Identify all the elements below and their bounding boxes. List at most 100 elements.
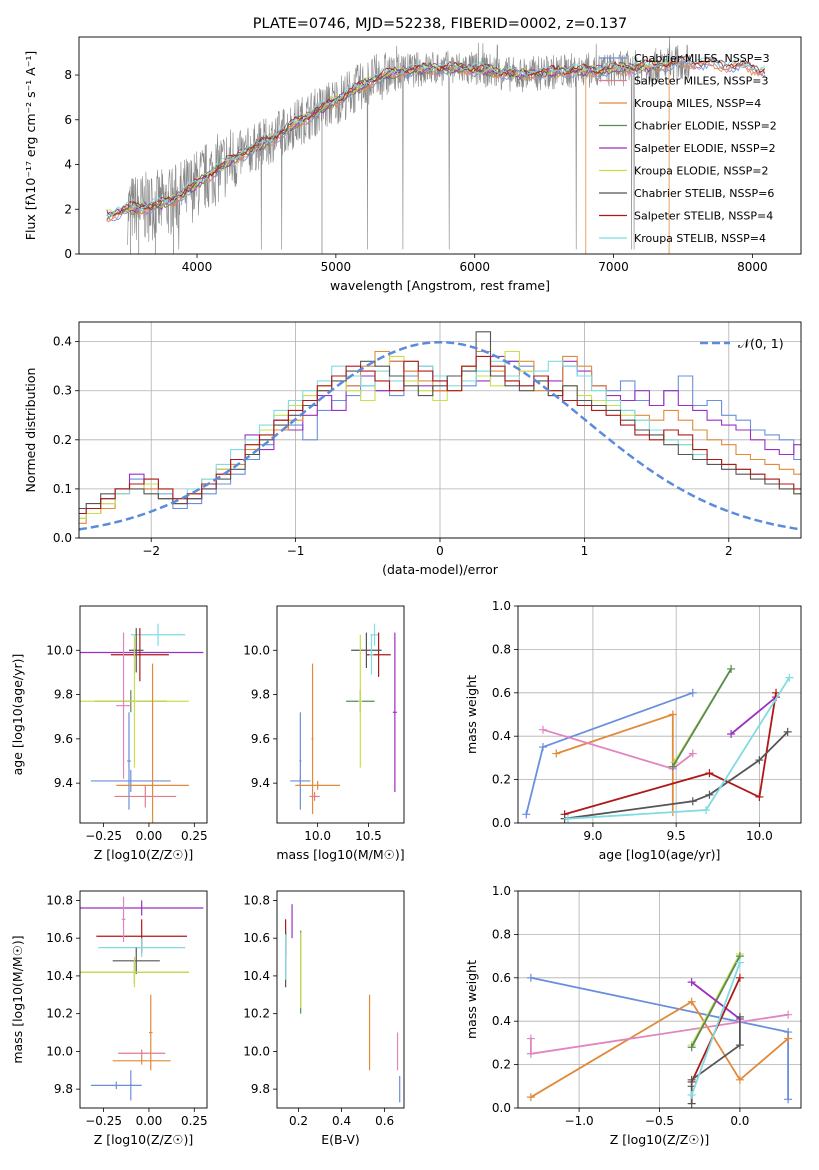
legend-label: Chabrier ELODIE, NSSP=2: [634, 120, 777, 133]
plus-marker: [705, 769, 714, 778]
errorbar-point: [299, 712, 302, 810]
model-kroupa_stelib: [106, 53, 766, 218]
y-tick-label: 8: [64, 68, 72, 82]
y-axis-label: mass [log10(M/M☉)]: [10, 935, 25, 1063]
plot-frame: [79, 890, 208, 1109]
plus-marker: [785, 673, 794, 682]
plus-marker: [735, 973, 744, 982]
plot-frame: [517, 605, 802, 824]
plus-marker: [687, 1043, 696, 1052]
x-tick-label: 2: [725, 544, 733, 558]
legend-label: Salpeter ELODIE, NSSP=2: [634, 142, 776, 155]
errorbar-point: [116, 632, 131, 779]
errorbar-point: [98, 938, 186, 958]
y-tick-label: 0.8: [492, 642, 511, 656]
plus-marker: [688, 749, 697, 758]
y-tick-label: 0.2: [53, 433, 72, 447]
y-tick-label: 10.0: [243, 643, 270, 657]
x-tick-label: 9.0: [583, 829, 602, 843]
errorbar-point: [130, 623, 186, 646]
x-tick-label: 0: [436, 544, 444, 558]
errorbar-point: [110, 628, 169, 682]
plus-marker: [755, 792, 764, 801]
errorbar-point: [392, 632, 397, 792]
x-tick-label: 0.4: [332, 1114, 351, 1128]
x-axis-label: mass [log10(M/M☉)]: [276, 847, 404, 862]
y-tick-label: 4: [64, 158, 72, 172]
errorbar-point: [351, 632, 382, 668]
plus-marker: [784, 1010, 793, 1019]
plus-marker: [705, 790, 714, 799]
y-tick-label: 9.8: [54, 688, 73, 702]
plot-frame: [78, 36, 802, 255]
errorbar-point: [114, 785, 177, 808]
x-tick-label: 6000: [459, 260, 490, 274]
plot-frame: [517, 890, 802, 1109]
histogram-kroupa_stelib: [79, 360, 801, 515]
plus-marker: [526, 1034, 535, 1043]
errorbar-point: [358, 634, 363, 768]
x-tick-label: 0.00: [136, 1114, 163, 1128]
spectrum-lines: [106, 37, 766, 254]
errorbar-point: [311, 663, 314, 815]
plus-marker: [688, 797, 697, 806]
y-tick-label: 0.0: [492, 1101, 511, 1115]
x-tick-label: 1: [581, 544, 589, 558]
errorbar-point: [80, 900, 204, 916]
chart-title: PLATE=0746, MJD=52238, FIBERID=0002, z=0…: [253, 16, 627, 32]
y-tick-label: 10.6: [243, 931, 270, 945]
y-tick-label: 0.2: [492, 1058, 511, 1072]
errorbar-point: [127, 712, 131, 810]
legend-label: Salpeter STELIB, NSSP=4: [634, 210, 773, 223]
plus-marker: [784, 1034, 793, 1043]
plus-marker: [522, 810, 531, 819]
y-tick-label: 6: [64, 113, 72, 127]
errorbar-point: [309, 792, 320, 801]
x-tick-label: 8000: [737, 260, 768, 274]
plot-frame: [276, 890, 405, 1109]
x-axis-label: wavelength [Angstrom, rest frame]: [330, 278, 550, 293]
y-tick-label: 0.6: [492, 686, 511, 700]
y-tick-label: 9.4: [251, 776, 270, 790]
errorbar-point: [148, 994, 153, 1071]
panel-4: 9.0 9.5 10.0 0.0 0.2 0.4 0.6 0.8 1.0 age [log10(a…: [464, 599, 802, 862]
x-tick-label: −1: [287, 544, 305, 558]
x-tick-label: −0.25: [85, 829, 122, 843]
x-tick-label: 0.25: [181, 1114, 208, 1128]
x-tick-label: 0.6: [375, 1114, 394, 1128]
errorbars: [290, 623, 397, 815]
plus-marker: [563, 814, 572, 823]
x-axis-label: Z [log10(Z/Z☉)]: [610, 1132, 710, 1147]
legend-label: Chabrier STELIB, NSSP=6: [634, 187, 774, 200]
y-tick-label: 0.4: [53, 335, 72, 349]
x-tick-label: 4000: [182, 260, 213, 274]
y-axis-label: Normed distribution: [23, 368, 38, 493]
panel-5: −0.25 0.00 0.25 9.8 10.0 10.2 10.4 10.6 10.8 Z [l…: [10, 890, 208, 1147]
y-tick-label: 0.0: [53, 531, 72, 545]
plus-marker: [784, 1095, 793, 1104]
x-tick-label: 10.0: [304, 829, 331, 843]
panel-0: 4000 5000 6000 7000 8000 0 2 4 6 8 wavelength [Ang…: [23, 16, 802, 293]
y-tick-label: 1.0: [492, 599, 511, 613]
x-tick-label: 0.00: [136, 829, 163, 843]
y-tick-label: 9.8: [251, 688, 270, 702]
plot-frame: [276, 605, 405, 824]
plus-marker: [735, 1075, 744, 1084]
errorbar-point: [290, 776, 311, 786]
y-axis-label: mass weight: [464, 675, 479, 754]
errorbars: [80, 896, 204, 1101]
y-tick-label: 9.6: [251, 732, 270, 746]
y-tick-label: 9.8: [251, 1082, 270, 1096]
y-tick-label: 9.6: [54, 732, 73, 746]
errorbar-point: [116, 663, 189, 823]
panel-2: −0.25 0.00 0.25 9.4 9.6 9.8 10.0 Z [log10(Z/Z☉)…: [10, 605, 208, 862]
y-tick-label: 10.2: [243, 1007, 270, 1021]
y-tick-label: 10.8: [46, 893, 73, 907]
errorbar-point: [90, 1081, 142, 1090]
x-tick-label: 0.2: [289, 1114, 308, 1128]
errorbar-point: [112, 947, 160, 975]
panel-1: −2 −1 0 1 2 0.0 0.1 0.2 0.3 0.4 (data-model)/error…: [23, 321, 802, 577]
weight-line-salpeter_stelib: [564, 692, 777, 816]
y-tick-label: 9.8: [54, 1082, 73, 1096]
x-axis-label: E(B-V): [321, 1132, 360, 1147]
